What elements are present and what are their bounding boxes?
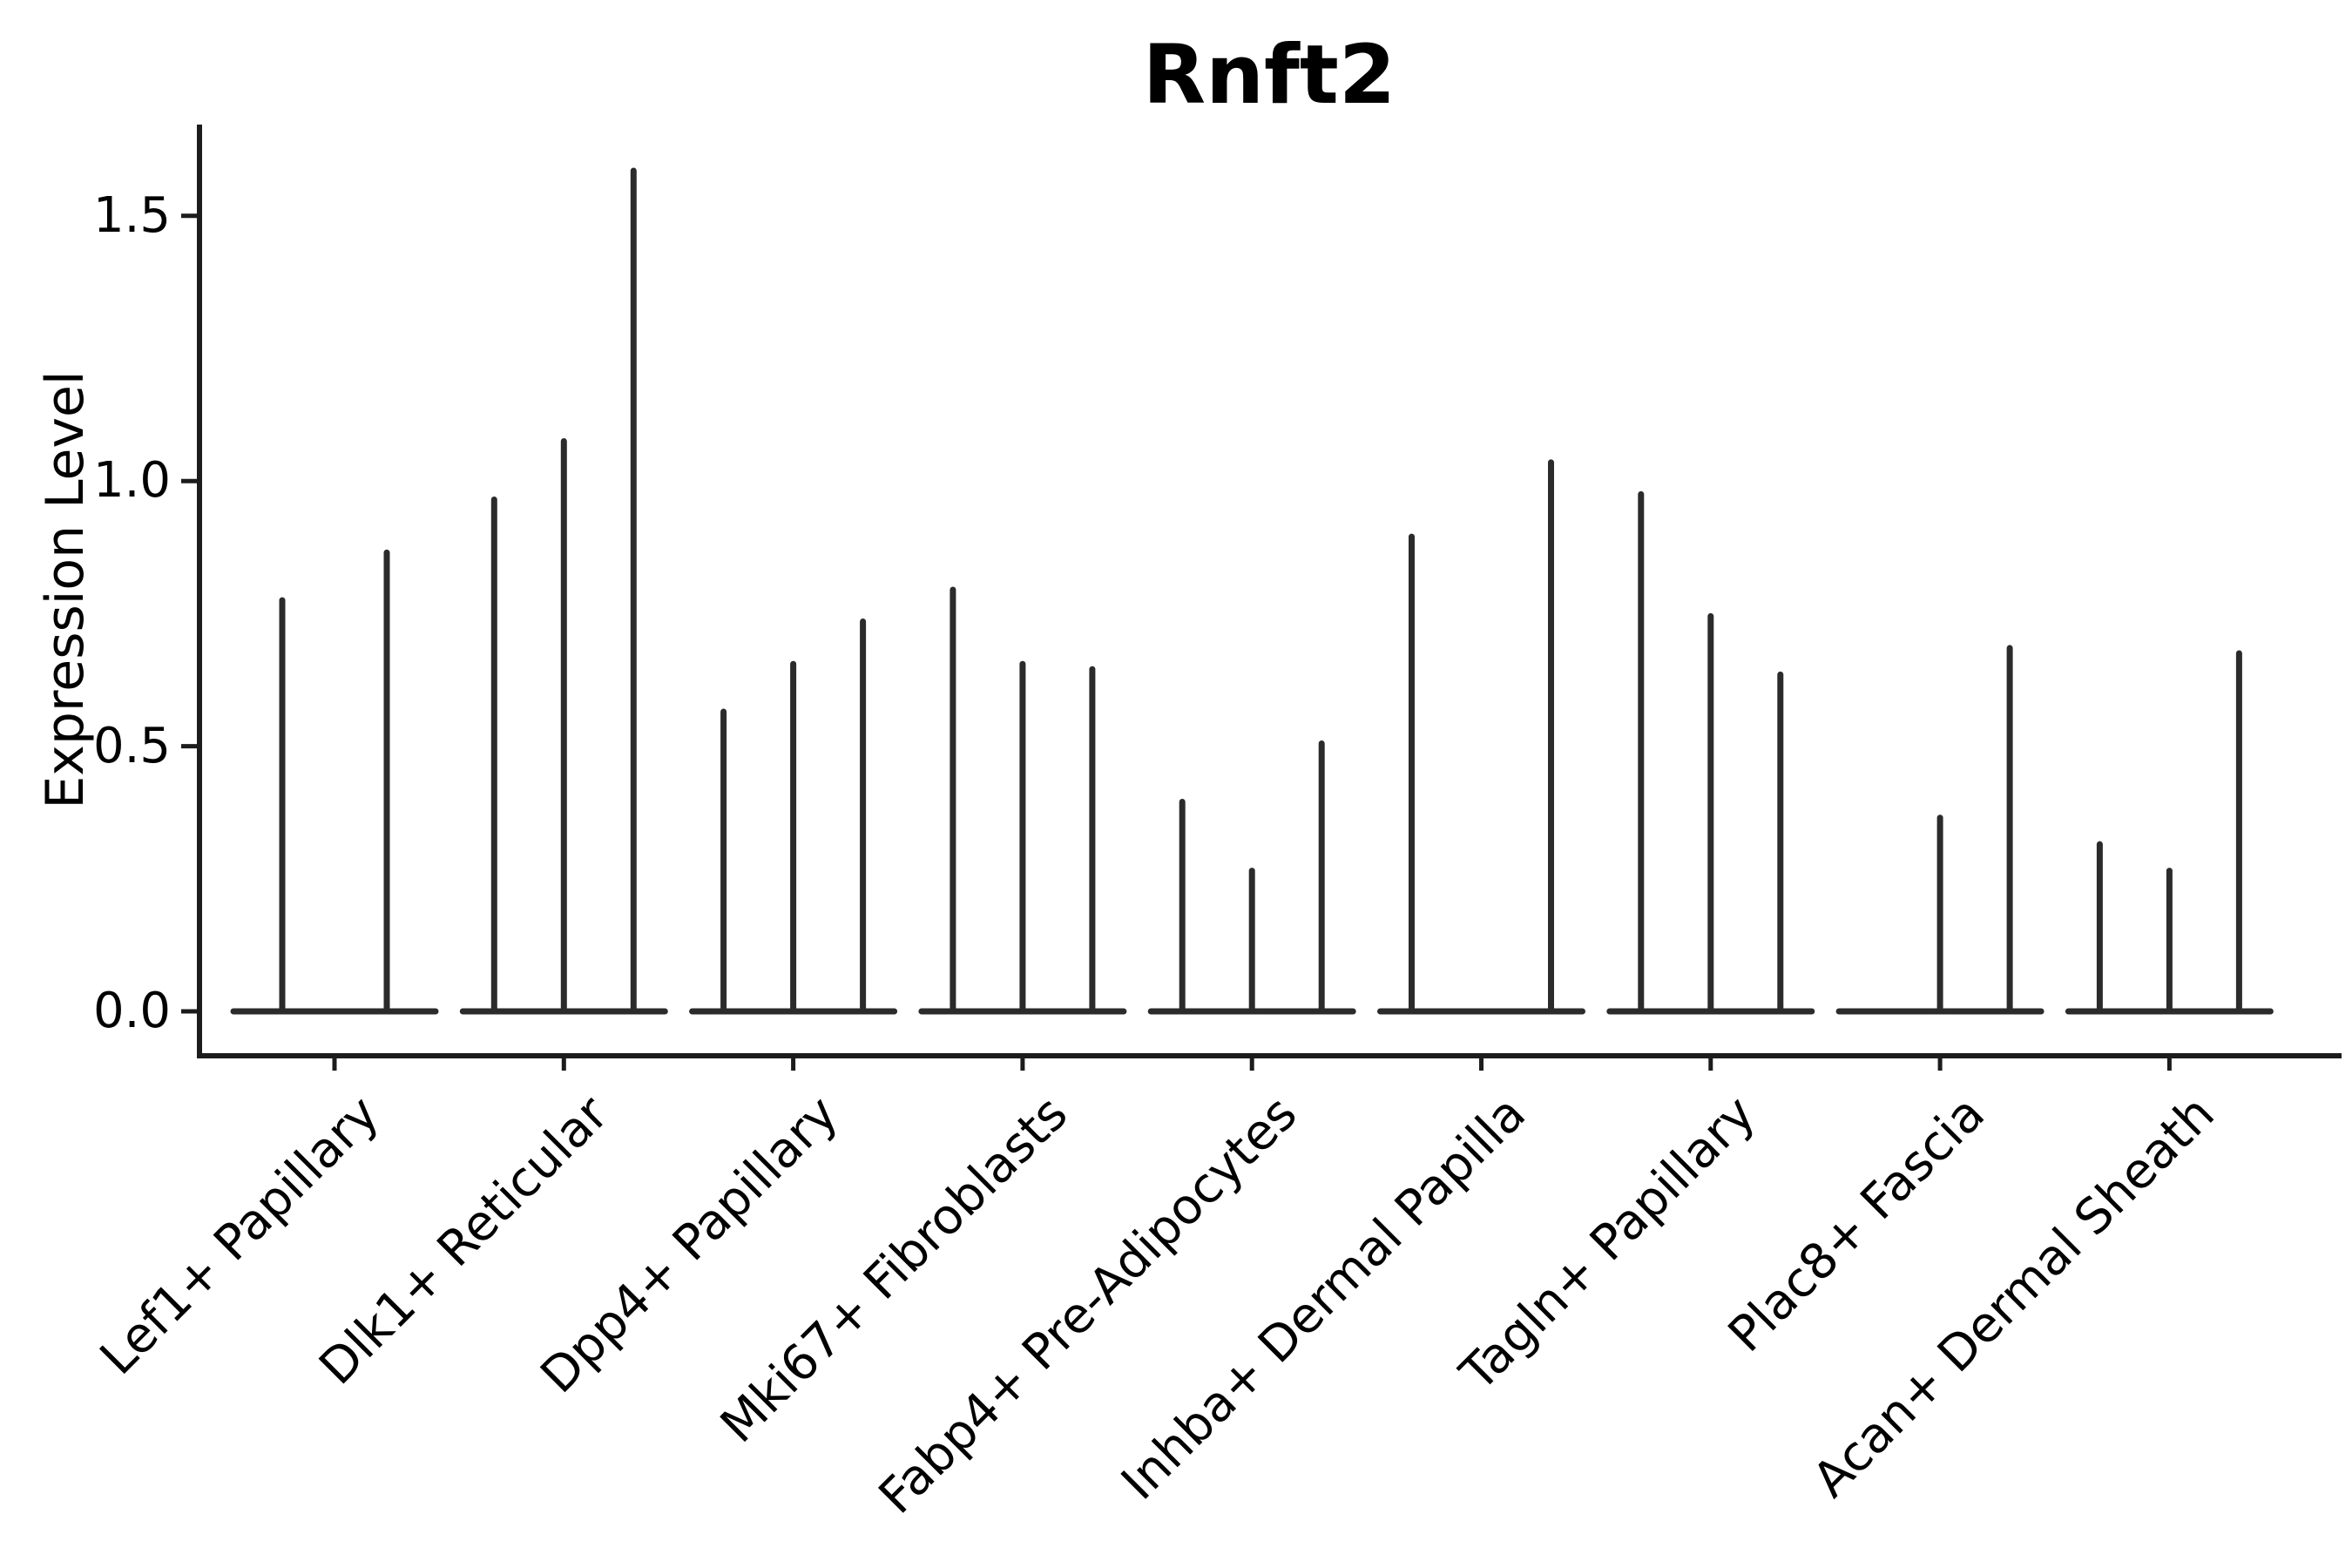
y-tick-label: 1.0 [92, 452, 171, 510]
y-tick-label: 1.5 [92, 186, 171, 244]
chart-title: Rnft2 [1142, 28, 1396, 123]
y-tick-label: 0.0 [92, 983, 171, 1039]
y-tick-label: 0.5 [92, 717, 171, 774]
